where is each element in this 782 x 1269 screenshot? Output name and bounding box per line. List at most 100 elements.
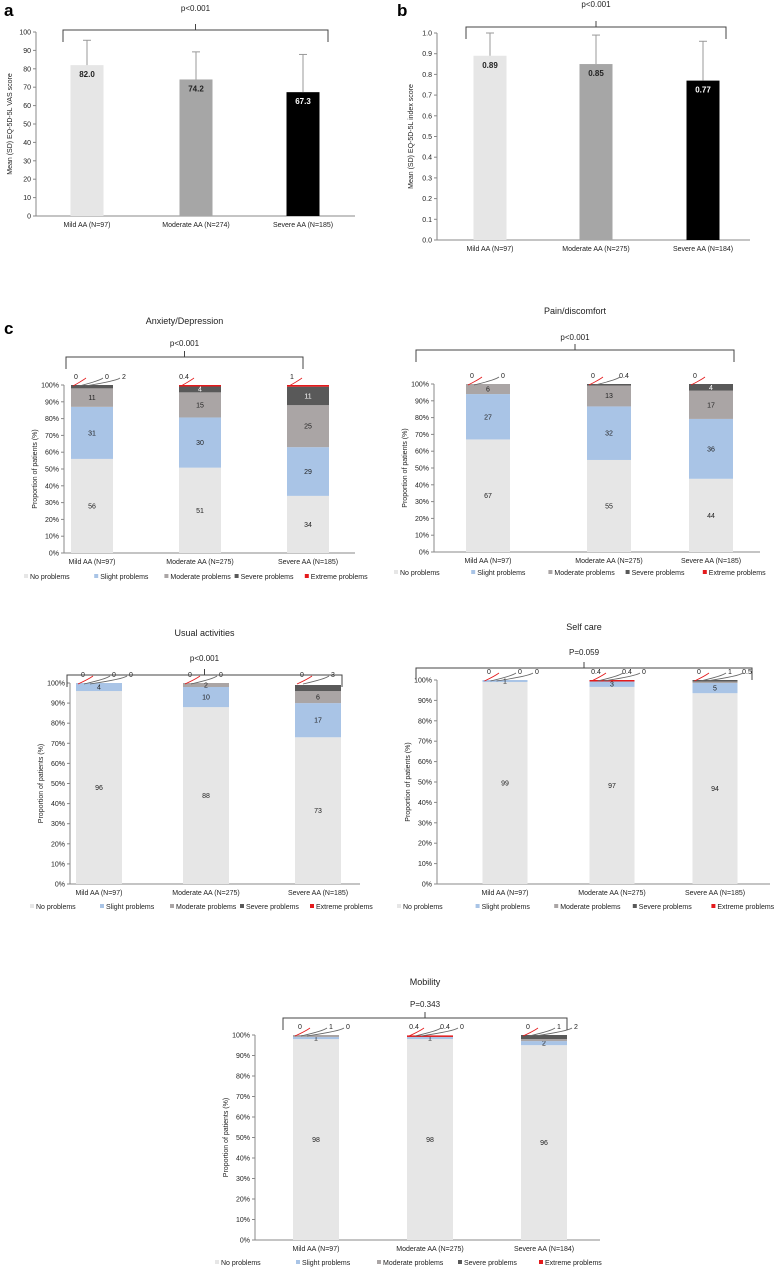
segment-label: 11 [304,393,311,400]
y-tick-label: 30% [236,1176,250,1183]
callout-label: 0.4 [179,374,189,381]
legend-swatch [24,574,28,578]
x-tick-label: Severe AA (N=185) [278,559,338,566]
y-tick-label: 30% [415,499,429,506]
segment-label: 4 [709,385,713,392]
callout-line [473,376,500,386]
callout-label: 0.5 [742,669,752,676]
callout-line [190,675,218,685]
y-tick-label: 100% [411,382,429,389]
callout-label: 0 [501,373,505,380]
callout-line [484,672,500,682]
legend-swatch [304,574,309,578]
legend-label: No problems [36,904,76,911]
bar-segment [295,685,341,692]
bar-segment [407,1035,453,1037]
chart-mobility: Mobility0%10%20%30%40%50%60%70%80%90%100… [215,977,602,1267]
legend-swatch [539,1260,543,1264]
data-label: 74.2 [188,84,204,93]
bar-segment [587,384,631,407]
callout-label: 0 [518,669,522,676]
bar-segment [293,1037,339,1040]
legend-swatch [554,904,559,908]
y-tick-label: 20% [418,841,432,848]
callout-line [414,1027,442,1037]
bar-segment [287,495,329,553]
bar-segment [287,405,329,448]
segment-label: 56 [88,503,96,510]
y-tick-label: 0.2 [422,196,432,203]
bar-segment [407,1039,453,1240]
chart-title: Anxiety/Depression [146,316,224,326]
segment-label: 11 [88,395,95,402]
x-tick-label: Mild AA (N=97) [482,890,529,897]
bar-segment [183,683,229,688]
legend-swatch [397,904,401,908]
chart-usual: Usual activities 0% 10% 20% 30% 40% 50% 60% 70% 8… [30,628,373,911]
chart-selfcare: Self care0%10%20%30%40%50%60%70%80%90%10… [397,622,775,911]
segment-label: 98 [426,1137,434,1144]
y-tick-label: 0.0 [422,238,432,245]
legend-swatch [100,904,104,908]
bar-segment [521,1045,567,1240]
legend-label: Slight problems [100,574,149,581]
x-tick-label: Severe AA (N=184) [514,1246,574,1253]
data-label: 0.85 [588,69,604,78]
bar-segment [76,691,122,884]
callout-label: 0 [693,373,697,380]
p-value: P=0.343 [410,1000,441,1009]
callout-label: 0 [526,1024,530,1031]
segment-label: 4 [97,685,101,692]
callout-line [706,672,744,682]
legend-label: Extreme problems [545,1260,602,1267]
bar-segment [587,406,631,460]
legend-swatch [310,904,314,908]
callout-label: 2 [122,374,126,381]
callout-label: 0 [591,373,595,380]
y-tick-label: 30% [51,821,65,828]
callout-label: 0 [487,669,491,676]
bar-segment [183,687,229,708]
data-label: 67.3 [295,97,311,106]
callout-line [588,376,604,386]
bar-segment [295,691,341,704]
bar-segment [71,458,113,553]
bar-segment [692,683,738,694]
bar-segment [521,1035,567,1040]
y-tick-label: 70% [236,1094,250,1101]
p-value: p<0.001 [190,654,220,663]
legend: No problems Slight problems Moderate probl… [215,1260,602,1267]
x-tick-label: Moderate AA (N=275) [575,558,643,565]
legend-swatch [625,570,630,574]
y-tick-label: 40% [415,482,429,489]
bar [686,80,720,240]
callout-label: 0 [74,374,78,381]
bar-segment [466,439,510,552]
callout-label: 1 [290,374,294,381]
y-tick-label: 80% [418,718,432,725]
x-tick-label: Moderate AA (N=275) [562,246,630,253]
callout-label: 0.4 [619,373,629,380]
callout-line [89,675,128,685]
bar-segment [407,1037,453,1040]
y-tick-label: 20% [415,516,429,523]
y-tick-label: 80% [51,721,65,728]
x-tick-label: Mild AA (N=97) [64,222,111,229]
legend-swatch [30,904,34,908]
segment-label: 10 [202,695,210,702]
y-tick-label: 30 [23,158,31,165]
callout-line [72,377,87,387]
bar-segment [179,467,221,553]
x-tick-label: Mild AA (N=97) [69,559,116,566]
p-value: p<0.001 [170,339,200,348]
significance-bracket [65,356,304,369]
segment-label: 1 [503,679,507,686]
segment-label: 55 [605,503,613,510]
bar-segment [689,418,733,479]
y-tick-label: 90% [415,398,429,405]
legend-label: Moderate problems [170,574,231,581]
y-tick-label: 0% [419,550,429,557]
callout-line [490,672,517,682]
callout-line [420,1027,459,1037]
y-tick-label: 20 [23,177,31,184]
